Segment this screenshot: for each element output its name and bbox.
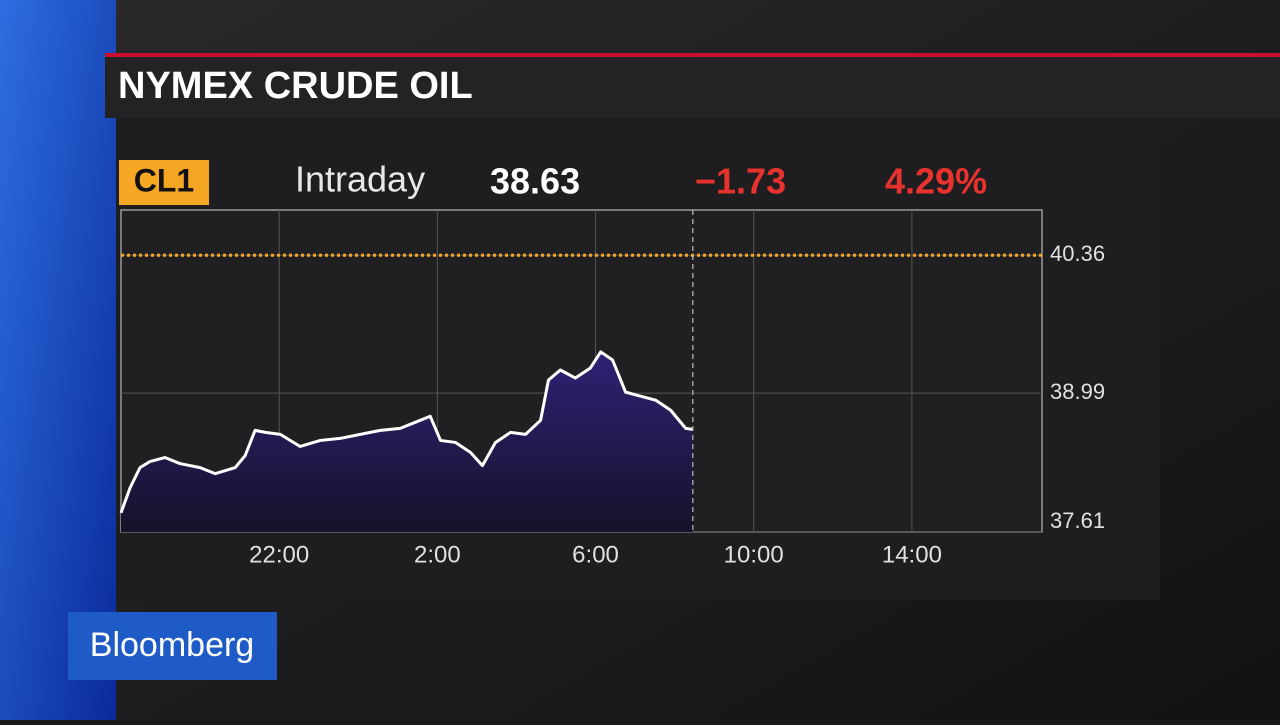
chart-title: NYMEX CRUDE OIL (118, 65, 473, 107)
blue-strip (0, 0, 116, 720)
ticker-box (119, 160, 209, 205)
plot: 22:00 2:00 6:00 10:00 14:00 40.36 38.99 37.61 (119, 209, 1105, 568)
x-tick-label: 22:00 (249, 541, 309, 568)
x-tick-label: 10:00 (724, 541, 784, 568)
subtitle: Intraday (295, 159, 425, 200)
net-change: −1.73 (695, 161, 786, 202)
x-tick-label: 14:00 (882, 541, 942, 568)
ticker: CL1 (134, 162, 194, 198)
y-tick-label: 37.61 (1050, 508, 1105, 533)
x-tick-label: 2:00 (414, 541, 461, 568)
title-bar (105, 55, 1280, 118)
y-tick-label: 38.99 (1050, 379, 1105, 404)
brand: Bloomberg (90, 626, 254, 664)
pct-change: 4.29% (885, 161, 987, 202)
title-rule (105, 53, 1280, 57)
area-fill (121, 351, 693, 532)
brand-box (68, 612, 277, 680)
price-line (119, 350, 694, 514)
last-price: 38.63 (490, 161, 580, 202)
x-tick-label: 6:00 (572, 541, 619, 568)
y-tick-label: 40.36 (1050, 241, 1105, 266)
